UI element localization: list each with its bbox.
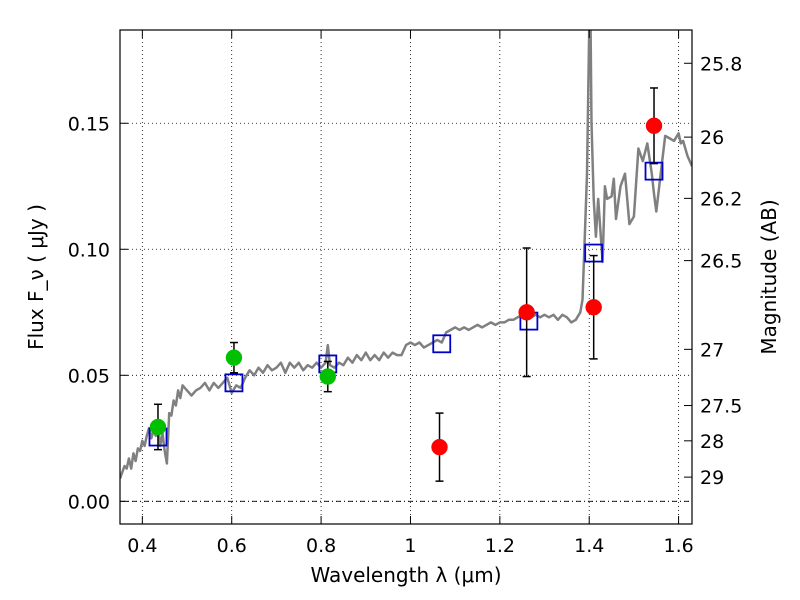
y-tick-label: 0.05 [68,365,110,387]
optical-data-point [225,349,243,366]
plot-background [120,30,692,524]
infrared-data-point [645,117,663,135]
x-tick-label: 1.2 [485,535,515,557]
ticks-layer [120,30,692,524]
right-tick-label: 25.8 [700,53,742,75]
right-tick-label: 27 [700,339,724,361]
y-tick-label: 0.15 [68,113,110,135]
y-axis-label-right: Magnitude (AB) [757,199,781,354]
x-tick-label: 0.4 [127,535,157,557]
x-tick-label: 1 [404,535,416,557]
tick-labels-layer: 0.4 0.6 0.8 1 1.2 1.4 1.6 0.00 0.05 0.10 0.15 25.8 2… [68,53,743,557]
x-tick-label: 1.6 [663,535,693,557]
data-points-layer [148,87,664,482]
y-tick-label: 0.10 [68,239,110,261]
right-tick-label: 26 [700,127,724,149]
right-tick-label: 29 [700,467,724,489]
model-spectrum-layer [120,30,692,480]
right-tick-label: 28 [700,431,724,453]
y-tick-label: 0.00 [68,491,110,513]
model-spectrum-line [120,30,692,480]
infrared-data-point [431,438,448,456]
x-tick-label: 1.4 [574,535,604,557]
x-tick-label: 0.6 [217,535,247,557]
model-photometry-marker [224,373,244,393]
optical-data-point [149,418,167,436]
x-tick-label: 0.8 [306,535,336,557]
y-axis-label: Flux F_ν ( μJy ) [24,204,48,350]
right-tick-label: 26.2 [700,188,742,210]
model-photometry-marker [432,334,452,354]
x-axis-label: Wavelength λ (μm) [310,563,501,587]
right-tick-label: 27.5 [700,396,742,418]
right-tick-label: 26.5 [700,251,742,273]
infrared-data-point [585,298,602,316]
plot-frame [119,29,693,525]
optical-data-point [319,368,337,385]
infrared-data-point [518,304,535,321]
